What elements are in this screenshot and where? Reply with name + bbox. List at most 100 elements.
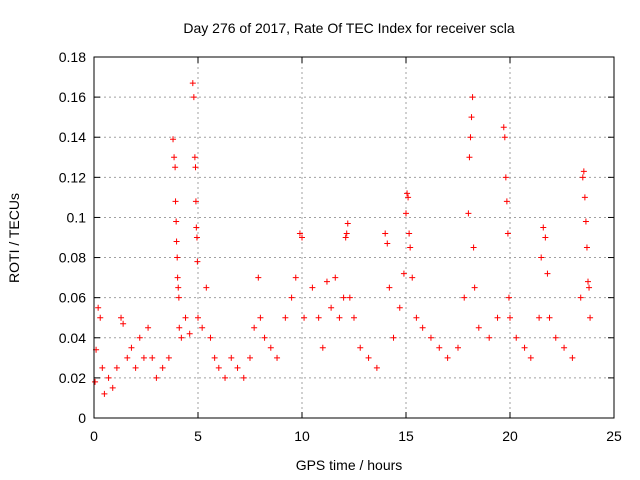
data-point xyxy=(332,274,339,281)
data-point xyxy=(586,284,593,291)
data-point xyxy=(470,244,477,251)
data-point xyxy=(468,114,475,121)
data-point xyxy=(120,320,127,327)
data-point xyxy=(309,284,316,291)
data-point xyxy=(465,210,472,217)
data-point xyxy=(409,274,416,281)
data-point xyxy=(113,364,120,371)
data-point xyxy=(382,230,389,237)
data-point xyxy=(296,230,303,237)
data-point xyxy=(467,134,474,141)
data-point xyxy=(109,384,116,391)
data-point xyxy=(585,278,591,285)
data-point xyxy=(486,334,493,341)
data-point xyxy=(199,324,206,331)
x-tick-label: 0 xyxy=(90,428,98,444)
data-point xyxy=(299,234,305,241)
data-point xyxy=(315,314,322,321)
data-point xyxy=(228,354,235,361)
x-tick-label: 20 xyxy=(502,428,518,444)
data-point xyxy=(503,198,510,205)
data-point xyxy=(251,324,258,331)
data-point xyxy=(400,270,407,277)
data-point xyxy=(577,294,584,301)
data-point xyxy=(173,238,180,245)
data-point xyxy=(500,124,507,131)
data-point xyxy=(323,278,330,285)
data-point xyxy=(466,154,473,161)
data-point xyxy=(427,334,434,341)
data-point xyxy=(581,194,588,201)
data-point xyxy=(494,314,501,321)
y-tick-label: 0.02 xyxy=(59,370,86,386)
data-point xyxy=(172,164,179,171)
y-tick-label: 0.1 xyxy=(67,209,87,225)
chart-grid xyxy=(94,57,614,418)
data-point xyxy=(194,258,201,265)
data-point xyxy=(222,374,229,381)
x-tick-label: 25 xyxy=(606,428,622,444)
data-point xyxy=(136,334,143,341)
data-point xyxy=(475,324,482,331)
y-axis-title: ROTI / TECUs xyxy=(6,193,22,283)
x-axis-title: GPS time / hours xyxy=(296,457,403,473)
data-point xyxy=(165,354,172,361)
data-point xyxy=(145,324,152,331)
data-point xyxy=(587,314,594,321)
data-point xyxy=(211,354,218,361)
data-point xyxy=(507,314,513,321)
y-tick-label: 0.06 xyxy=(59,290,86,306)
data-point xyxy=(234,364,241,371)
data-point xyxy=(153,374,160,381)
data-point xyxy=(191,154,198,161)
data-point xyxy=(580,168,587,175)
data-point xyxy=(97,314,104,321)
y-tick-label: 0.18 xyxy=(59,49,86,65)
plot-frame xyxy=(93,56,615,419)
data-point xyxy=(319,344,326,351)
data-point xyxy=(203,284,210,291)
data-point xyxy=(292,274,299,281)
data-point xyxy=(128,344,135,351)
data-point xyxy=(101,390,108,397)
data-point xyxy=(561,344,568,351)
data-point xyxy=(413,314,420,321)
x-tick-label: 15 xyxy=(398,428,414,444)
data-point xyxy=(215,364,222,371)
x-axis-ticks: 0 5 10 15 20 25 xyxy=(90,57,622,444)
y-tick-label: 0.16 xyxy=(59,89,86,105)
data-point xyxy=(149,354,156,361)
chart-title: Day 276 of 2017, Rate Of TEC Index for r… xyxy=(183,20,514,36)
data-point xyxy=(190,94,197,101)
data-point xyxy=(455,344,461,351)
y-tick-label: 0 xyxy=(78,410,86,426)
data-point xyxy=(255,274,262,281)
data-point xyxy=(267,344,274,351)
data-point xyxy=(406,230,413,237)
data-point xyxy=(274,354,281,361)
data-point xyxy=(186,330,193,337)
data-point xyxy=(505,294,512,301)
data-point xyxy=(92,378,99,385)
x-tick-label: 5 xyxy=(194,428,202,444)
data-point xyxy=(365,354,372,361)
data-point xyxy=(536,314,543,321)
data-point xyxy=(569,354,576,361)
data-point xyxy=(407,244,414,251)
data-point xyxy=(504,230,511,237)
data-point xyxy=(95,304,102,311)
data-point xyxy=(386,284,393,291)
data-point xyxy=(579,174,586,181)
data-point xyxy=(182,314,189,321)
data-point xyxy=(546,314,553,321)
data-point xyxy=(118,314,125,321)
data-point xyxy=(436,344,443,351)
data-point xyxy=(171,154,178,161)
data-point xyxy=(301,314,308,321)
data-point xyxy=(405,194,412,201)
data-point xyxy=(538,254,545,261)
data-point xyxy=(132,364,139,371)
data-point xyxy=(373,364,380,371)
data-point xyxy=(247,354,253,361)
data-point xyxy=(178,334,185,341)
